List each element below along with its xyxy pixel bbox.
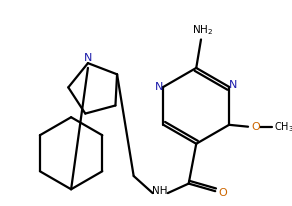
Text: NH$_2$: NH$_2$	[192, 23, 213, 37]
Text: CH$_3$: CH$_3$	[274, 120, 292, 134]
Text: O: O	[218, 188, 227, 198]
Text: NH: NH	[152, 186, 168, 196]
Text: O: O	[251, 122, 260, 132]
Text: N: N	[229, 80, 237, 90]
Text: N: N	[84, 53, 92, 63]
Text: N: N	[154, 82, 163, 92]
